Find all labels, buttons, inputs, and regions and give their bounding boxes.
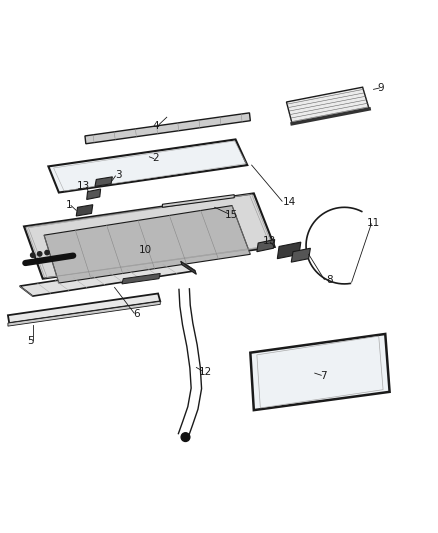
Polygon shape [257, 239, 275, 252]
Circle shape [38, 252, 42, 256]
Text: 4: 4 [152, 121, 159, 131]
Text: 9: 9 [378, 83, 384, 93]
Polygon shape [24, 193, 275, 279]
Polygon shape [122, 273, 160, 284]
Text: 8: 8 [327, 276, 333, 286]
Circle shape [45, 251, 49, 255]
Polygon shape [95, 177, 113, 187]
Polygon shape [48, 140, 247, 192]
Polygon shape [291, 248, 311, 262]
Circle shape [181, 433, 190, 441]
Text: 6: 6 [133, 309, 140, 319]
Polygon shape [87, 189, 101, 199]
Text: 3: 3 [115, 170, 121, 180]
Text: 2: 2 [152, 152, 159, 163]
Polygon shape [20, 261, 195, 296]
Circle shape [31, 253, 35, 257]
Polygon shape [76, 205, 93, 216]
Text: 5: 5 [28, 336, 34, 346]
Polygon shape [162, 195, 234, 207]
Polygon shape [8, 301, 160, 326]
Text: 12: 12 [198, 367, 212, 377]
Polygon shape [286, 87, 369, 124]
Text: 10: 10 [138, 245, 152, 255]
Polygon shape [85, 113, 251, 144]
Polygon shape [181, 261, 196, 274]
Polygon shape [44, 206, 251, 283]
Polygon shape [251, 334, 390, 410]
Text: 1: 1 [66, 200, 72, 209]
Polygon shape [277, 242, 301, 259]
Text: 15: 15 [225, 210, 238, 220]
Polygon shape [8, 294, 160, 323]
Text: 13: 13 [262, 236, 276, 246]
Text: 7: 7 [320, 371, 327, 381]
Text: 11: 11 [367, 218, 380, 228]
Text: 13: 13 [77, 181, 90, 191]
Text: 14: 14 [283, 197, 296, 207]
